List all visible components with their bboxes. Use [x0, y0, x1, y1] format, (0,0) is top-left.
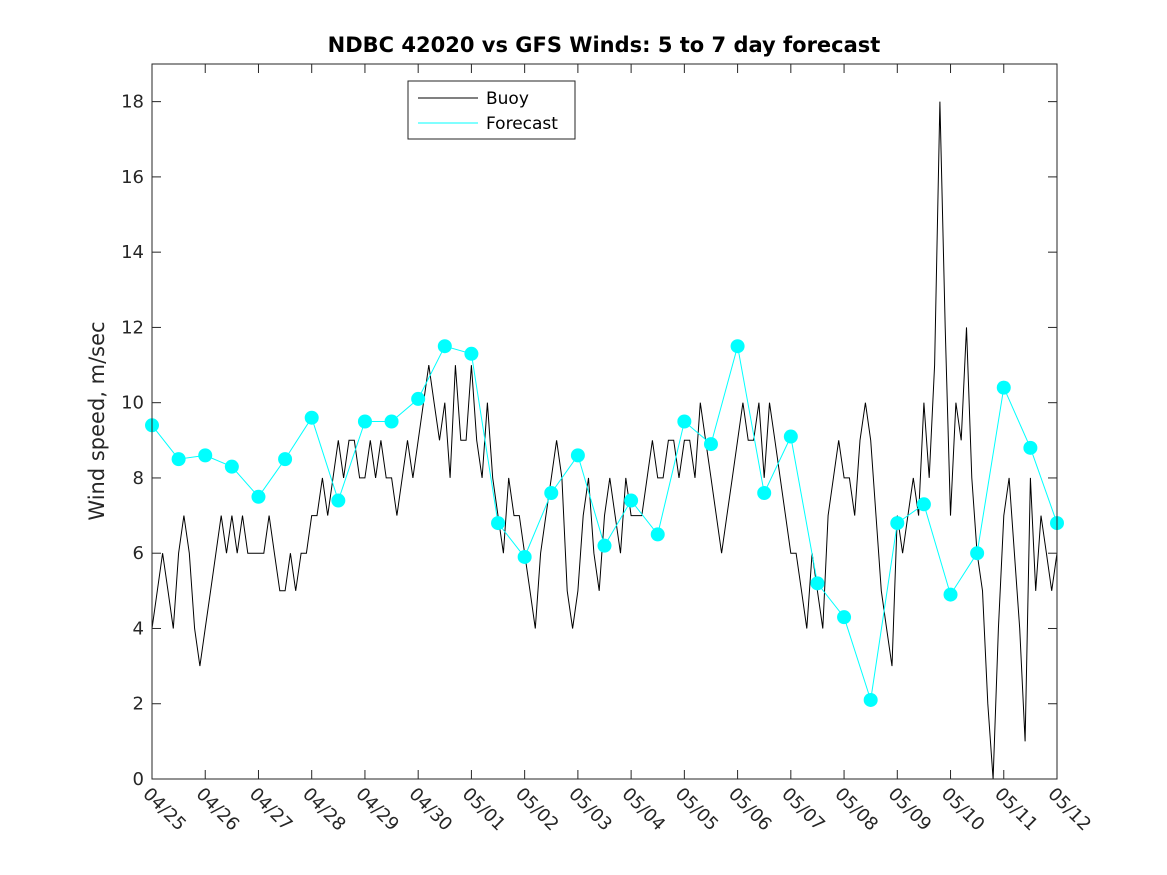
x-tick-label: 05/03 [564, 784, 616, 836]
forecast-point [783, 429, 798, 444]
x-tick-label: 05/01 [458, 784, 510, 836]
y-tick-label: 4 [133, 618, 144, 639]
y-tick-label: 6 [133, 543, 144, 564]
y-tick-label: 16 [121, 167, 144, 188]
forecast-line [151, 345, 1058, 701]
x-tick-label: 04/25 [138, 784, 190, 836]
x-tick-label: 04/26 [192, 784, 244, 836]
forecast-point [357, 414, 372, 429]
y-axis-label: Wind speed, m/sec [85, 321, 109, 520]
legend: Buoy Forecast [407, 80, 576, 140]
forecast-point [837, 610, 852, 625]
forecast-point [597, 538, 612, 553]
buoy-series [151, 101, 1058, 780]
y-tick-label: 2 [133, 694, 144, 715]
forecast-point [304, 410, 319, 425]
x-tick-label: 04/28 [298, 784, 350, 836]
chart-title: NDBC 42020 vs GFS Winds: 5 to 7 day fore… [328, 33, 881, 57]
forecast-point [251, 489, 266, 504]
x-tick-label: 05/06 [724, 784, 776, 836]
x-tick-label: 05/10 [937, 784, 989, 836]
y-tick-label: 12 [121, 317, 144, 338]
forecast-point [544, 486, 559, 500]
forecast-point [224, 459, 239, 474]
forecast-point [331, 493, 346, 508]
x-tick-label: 05/04 [618, 784, 670, 836]
y-axis: 0 2 4 6 8 10 12 14 16 18 [121, 92, 1057, 790]
forecast-point [491, 516, 506, 531]
x-tick-label: 05/09 [884, 784, 936, 836]
y-tick-label: 18 [121, 92, 144, 113]
plot-area [145, 101, 1064, 780]
plot-frame [151, 63, 1058, 780]
legend-label-buoy: Buoy [486, 89, 529, 109]
x-tick-label: 05/12 [1043, 784, 1095, 836]
forecast-point [171, 452, 186, 467]
x-tick-label: 05/11 [990, 784, 1042, 836]
forecast-point [464, 346, 479, 361]
forecast-point [198, 448, 213, 463]
forecast-point [384, 414, 399, 429]
x-tick-label: 05/08 [831, 784, 883, 836]
forecast-point [570, 448, 585, 463]
forecast-point [650, 527, 665, 542]
forecast-point [411, 391, 426, 406]
forecast-point [890, 516, 905, 531]
forecast-point [863, 692, 878, 707]
forecast-point [624, 493, 639, 508]
forecast-point [996, 380, 1011, 395]
forecast-point [1023, 440, 1038, 455]
x-tick-label: 04/29 [351, 784, 403, 836]
forecast-point [730, 339, 745, 354]
legend-label-forecast: Forecast [486, 114, 558, 134]
forecast-point [943, 587, 958, 602]
x-tick-label: 05/07 [777, 784, 829, 836]
forecast-point [677, 414, 692, 429]
forecast-series [145, 339, 1064, 707]
y-tick-label: 14 [121, 242, 144, 263]
forecast-point [278, 452, 293, 467]
y-tick-label: 0 [133, 769, 144, 790]
y-tick-label: 8 [133, 468, 144, 489]
buoy-line [151, 101, 1058, 780]
x-tick-label: 04/27 [245, 784, 297, 836]
forecast-point [437, 339, 452, 354]
y-tick-label: 10 [121, 393, 144, 414]
forecast-point [703, 437, 718, 452]
forecast-point [810, 576, 825, 591]
forecast-point [916, 497, 931, 512]
x-axis: 04/25 04/26 04/27 04/28 04/29 04/30 05/01 05/02… [138, 64, 1095, 835]
forecast-point [517, 549, 532, 564]
x-tick-label: 04/30 [405, 784, 457, 836]
forecast-point [970, 546, 985, 561]
x-tick-label: 05/02 [511, 784, 563, 836]
legend-box [407, 80, 576, 140]
x-tick-label: 05/05 [671, 784, 723, 836]
forecast-point [757, 486, 772, 500]
